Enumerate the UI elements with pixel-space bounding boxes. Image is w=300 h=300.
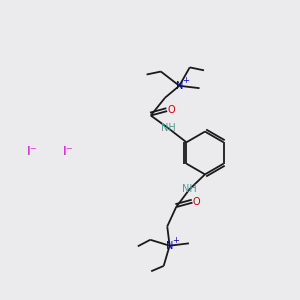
Text: I⁻: I⁻ — [27, 145, 38, 158]
Text: N: N — [166, 241, 173, 251]
Text: NH: NH — [182, 184, 197, 194]
Text: N: N — [176, 81, 183, 91]
Text: +: + — [172, 236, 179, 245]
Text: O: O — [167, 106, 175, 116]
Text: +: + — [182, 76, 189, 85]
Text: I⁻: I⁻ — [63, 145, 74, 158]
Text: NH: NH — [161, 123, 176, 133]
Text: O: O — [193, 197, 200, 207]
